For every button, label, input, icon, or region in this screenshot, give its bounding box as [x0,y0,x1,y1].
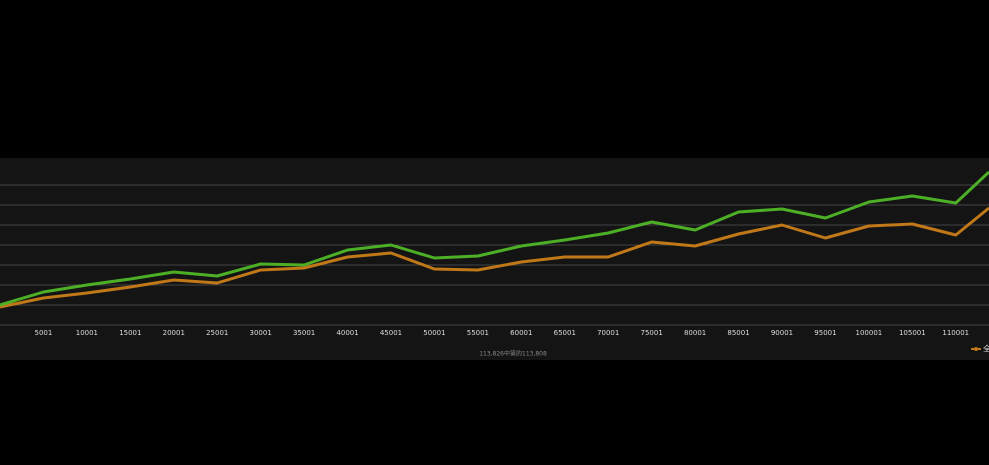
legend-dot [974,347,978,351]
x-tick-label: 80001 [684,329,706,337]
x-tick-label: 75001 [641,329,663,337]
x-tick-label: 95001 [814,329,836,337]
x-tick-label: 100001 [856,329,883,337]
x-tick-label: 15001 [119,329,141,337]
x-tick-label: 50001 [423,329,445,337]
x-tick-label: 10001 [76,329,98,337]
x-tick-label: 35001 [293,329,315,337]
x-tick-label: 40001 [336,329,358,337]
x-tick-label: 110001 [942,329,969,337]
series-line [0,170,989,307]
x-tick-label: 85001 [727,329,749,337]
x-tick-label: 25001 [206,329,228,337]
x-tick-label: 5001 [35,329,53,337]
legend-label: 全 [983,344,989,354]
x-tick-label: 55001 [467,329,489,337]
x-tick-label: 65001 [554,329,576,337]
x-tick-label: 105001 [899,329,926,337]
x-tick-label: 30001 [250,329,272,337]
x-tick-label: 45001 [380,329,402,337]
x-tick-label: 60001 [510,329,532,337]
x-tick-label: 90001 [771,329,793,337]
plot [0,170,989,309]
x-tick-label: 20001 [163,329,185,337]
x-tick-label: 70001 [597,329,619,337]
chart-panel [0,158,989,360]
caption: 113,826中第的113,808 [479,350,547,358]
series-line [0,206,989,309]
